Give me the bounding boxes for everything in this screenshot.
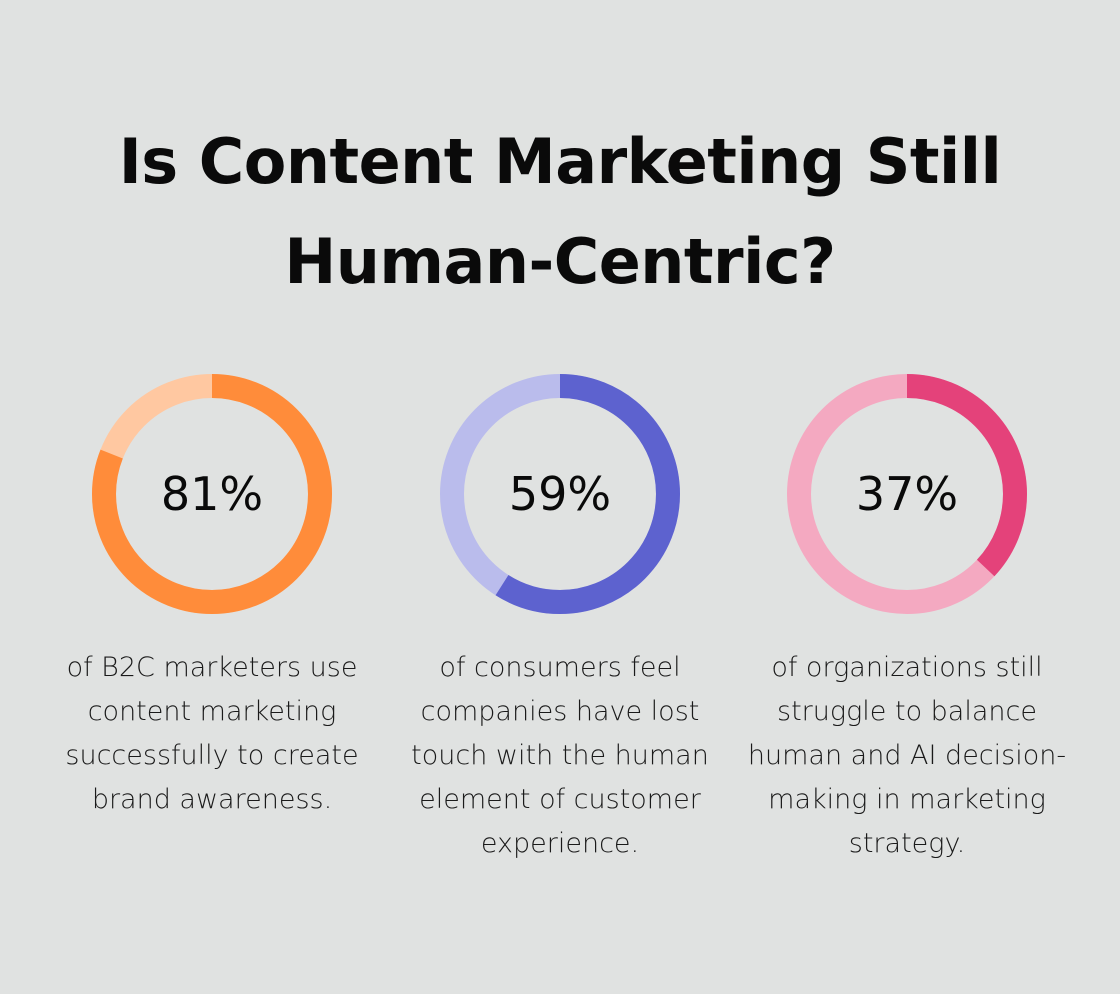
stat-description: of organizations still struggle to balan… xyxy=(747,652,1067,859)
donut-chart: 37% xyxy=(785,372,1029,616)
donut-ring-icon xyxy=(440,374,680,614)
stat-card-consumers: 59% of consumers feel companies have los… xyxy=(395,372,725,866)
page-title: Is Content Marketing Still Human-Centric… xyxy=(0,112,1120,312)
donut-chart: 59% xyxy=(438,372,682,616)
title-line-1: Is Content Marketing Still xyxy=(118,125,1002,198)
title-line-2: Human-Centric? xyxy=(284,225,836,298)
percentage-value: 59% xyxy=(508,467,612,521)
donut-ring-icon xyxy=(92,374,332,614)
stat-card-organizations: 37% of organizations still struggle to b… xyxy=(742,372,1072,866)
donut-ring-icon xyxy=(787,374,1027,614)
stat-card-b2c-marketers: 81% of B2C marketers use content marketi… xyxy=(47,372,377,822)
stat-description: of consumers feel companies have lost to… xyxy=(411,652,709,859)
percentage-value: 37% xyxy=(855,467,959,521)
percentage-value: 81% xyxy=(160,467,264,521)
donut-chart: 81% xyxy=(90,372,334,616)
stat-description: of B2C marketers use content marketing s… xyxy=(65,652,359,815)
